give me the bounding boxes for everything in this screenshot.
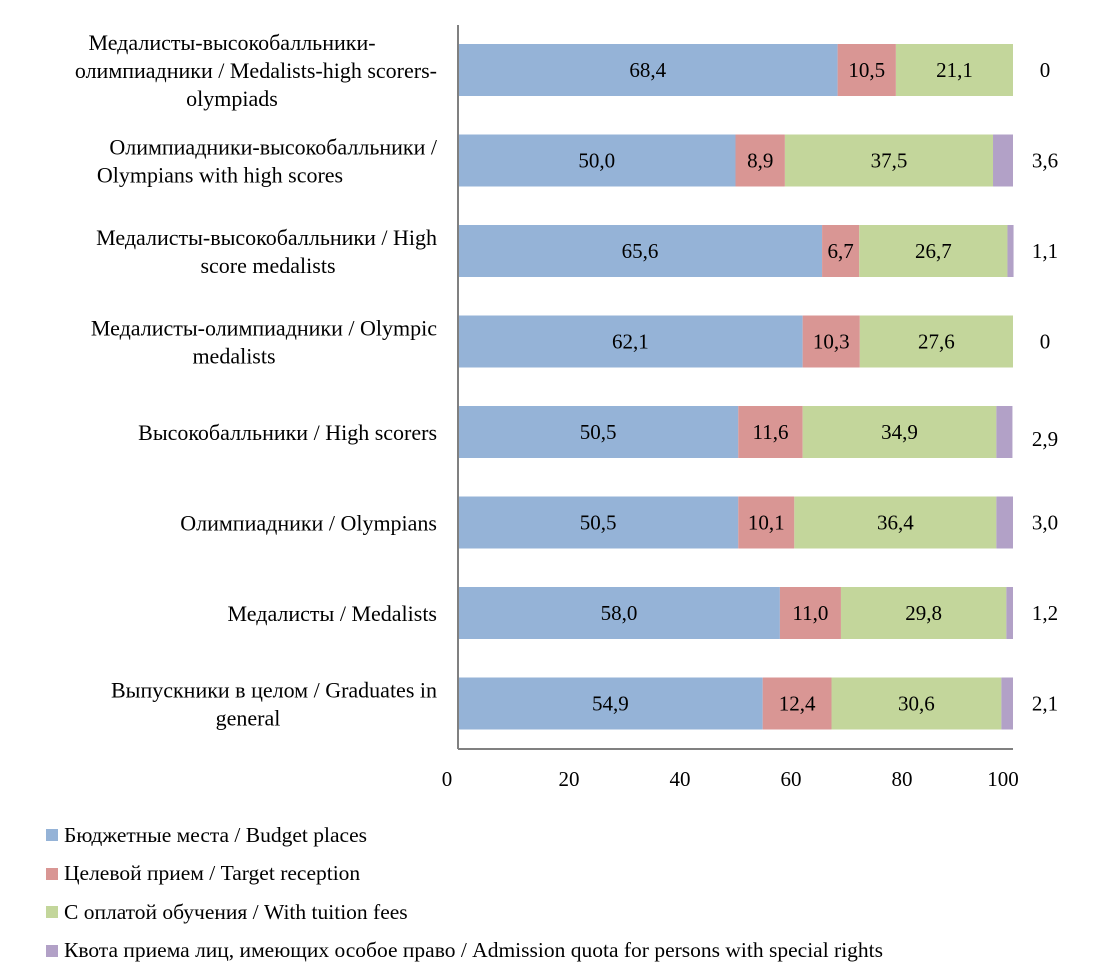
legend-item-target: Целевой прием / Target reception — [46, 855, 883, 894]
data-label-tuition: 34,9 — [881, 420, 918, 444]
bar-segment-quota — [1007, 225, 1013, 277]
category-label: Олимпиадники / Olympians — [180, 511, 437, 536]
x-tick-label: 100 — [987, 767, 1019, 791]
data-label-tuition: 37,5 — [871, 149, 908, 173]
bar-segment-quota — [993, 135, 1013, 187]
data-label-target: 12,4 — [779, 692, 816, 716]
legend-label-budget: Бюджетные места / Budget places — [64, 823, 367, 848]
data-label-quota: 1,2 — [1032, 601, 1058, 625]
legend-item-quota: Квота приема лиц, имеющих особое право /… — [46, 932, 883, 970]
data-label-quota: 3,6 — [1032, 149, 1058, 173]
legend-label-tuition: С оплатой обучения / With tuition fees — [64, 900, 408, 925]
data-label-quota: 2,1 — [1032, 692, 1058, 716]
data-label-budget: 50,5 — [580, 420, 617, 444]
legend-item-budget: Бюджетные места / Budget places — [46, 816, 883, 855]
legend: Бюджетные места / Budget places Целевой … — [46, 816, 883, 970]
bar-segment-quota — [996, 406, 1012, 458]
data-label-budget: 50,0 — [578, 149, 615, 173]
stacked-bar-chart: 68,4 10,5 21,1 0 Медалисты-высокобалльники-о… — [0, 0, 1102, 810]
bar-segment-quota — [996, 497, 1013, 549]
category-label: Медалисты / Medalists — [228, 601, 437, 626]
data-label-target: 10,1 — [748, 511, 785, 535]
data-label-budget: 54,9 — [592, 692, 629, 716]
legend-swatch-target — [46, 868, 58, 880]
data-label-quota: 3,0 — [1032, 511, 1058, 535]
data-label-budget: 62,1 — [612, 330, 649, 354]
legend-item-tuition: С оплатой обучения / With tuition fees — [46, 893, 883, 932]
category-label: Олимпиадники-высокобалльники /Olympians … — [97, 135, 438, 188]
x-tick-label: 40 — [670, 767, 691, 791]
data-label-target: 11,0 — [792, 601, 828, 625]
data-label-budget: 58,0 — [601, 601, 638, 625]
data-label-tuition: 21,1 — [936, 58, 973, 82]
legend-swatch-budget — [46, 829, 58, 841]
category-label: Высокобалльники / High scorers — [138, 420, 437, 445]
data-label-target: 6,7 — [828, 239, 854, 263]
data-label-quota: 1,1 — [1032, 239, 1058, 263]
x-tick-label: 20 — [559, 767, 580, 791]
data-label-budget: 50,5 — [580, 511, 617, 535]
legend-label-quota: Квота приема лиц, имеющих особое право /… — [64, 938, 883, 963]
bar-segment-quota — [1006, 587, 1013, 639]
legend-swatch-tuition — [46, 906, 58, 918]
x-tick-label: 0 — [442, 767, 453, 791]
data-label-budget: 65,6 — [622, 239, 659, 263]
data-label-quota: 0 — [1040, 58, 1051, 82]
data-label-quota: 2,9 — [1032, 427, 1058, 451]
data-label-target: 11,6 — [752, 420, 788, 444]
data-label-tuition: 29,8 — [905, 601, 942, 625]
data-label-target: 8,9 — [747, 149, 773, 173]
data-label-tuition: 26,7 — [915, 239, 952, 263]
bar-segment-quota — [1001, 678, 1013, 730]
data-label-target: 10,5 — [848, 58, 885, 82]
data-label-target: 10,3 — [813, 330, 850, 354]
legend-swatch-quota — [46, 945, 58, 957]
legend-label-target: Целевой прием / Target reception — [64, 861, 360, 886]
data-label-quota: 0 — [1040, 330, 1051, 354]
data-label-budget: 68,4 — [629, 58, 666, 82]
data-label-tuition: 27,6 — [918, 330, 955, 354]
data-label-tuition: 36,4 — [877, 511, 914, 535]
x-tick-label: 80 — [892, 767, 913, 791]
x-tick-label: 60 — [781, 767, 802, 791]
category-label: Медалисты-высокобалльники-олимпиадники /… — [75, 30, 437, 111]
data-label-tuition: 30,6 — [898, 692, 935, 716]
